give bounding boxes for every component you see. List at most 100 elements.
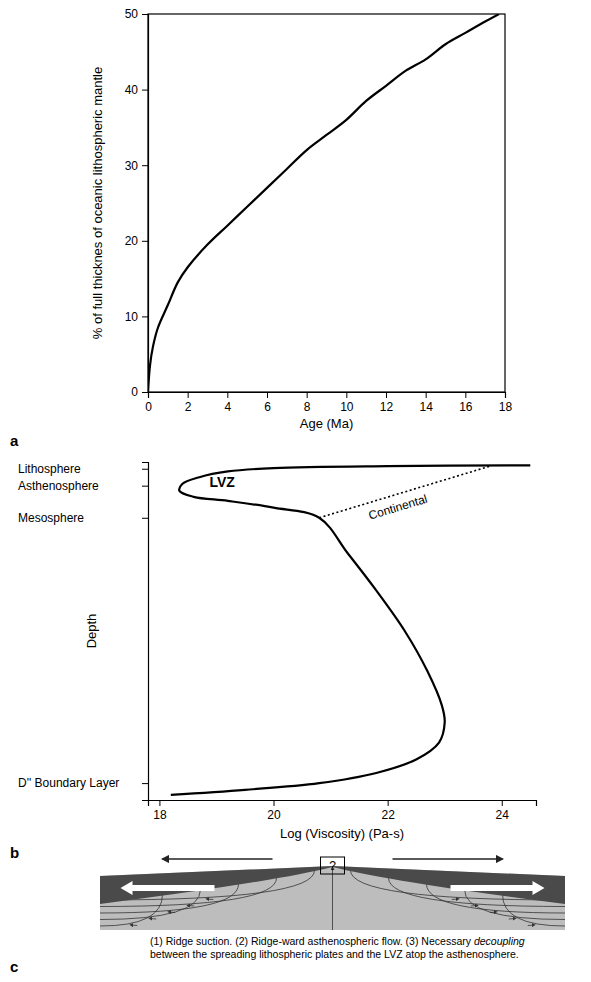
plot-area (171, 465, 530, 795)
tick-mark (505, 392, 506, 398)
x-axis-line (149, 801, 537, 807)
tick-mark (502, 800, 503, 806)
tick-label: 6 (264, 400, 271, 414)
tick-mark (346, 392, 347, 398)
flow-arrow (528, 925, 534, 927)
flow-arrow (150, 918, 156, 920)
tick-label: 0 (131, 385, 138, 399)
y-axis-tick: 50 (125, 7, 148, 21)
tick-mark (142, 165, 148, 166)
tick-label: 50 (125, 7, 139, 21)
asthenosphere (100, 866, 565, 930)
tick-label: Lithosphere (18, 462, 81, 476)
x-axis-tick: 16 (459, 392, 473, 414)
tick-mark (142, 316, 148, 317)
x-axis-tick: 24 (496, 800, 510, 822)
flow-arrow (207, 899, 213, 901)
tick-mark (227, 392, 228, 398)
tick-label: 10 (125, 310, 139, 324)
tick-label: 2 (185, 400, 192, 414)
x-axis-tick: 12 (380, 392, 394, 414)
panel-a: 0 2 4 6 8 10 12 14 16 18 0 10 20 30 40 50 Age (Ma) % of f… (10, 7, 512, 449)
caption-text: between the spreading lithospheric plate… (150, 948, 519, 960)
y-axis-tick: 30 (125, 159, 148, 173)
tick-label: 22 (381, 808, 395, 822)
x-axis-title: Age (Ma) (300, 416, 353, 431)
caption-emphasis: decoupling (474, 935, 525, 947)
tick-label: 10 (340, 400, 354, 414)
plate-motion-arrow (121, 881, 215, 895)
tick-mark (274, 800, 275, 806)
figure: 02468101214161801020304050Age (Ma)% of f… (0, 0, 591, 982)
tick-label: 14 (419, 400, 433, 414)
tick-label: Mesosphere (18, 511, 84, 525)
y-axis-tick: Mesosphere (18, 511, 148, 525)
panel-letter: c (10, 958, 18, 975)
annotation: LVZ (209, 474, 235, 490)
tick-label: 20 (125, 234, 139, 248)
tick-mark (267, 392, 268, 398)
panel-c: ?c (10, 857, 565, 975)
y-axis-tick: Lithosphere (18, 462, 148, 476)
tick-mark (465, 392, 466, 398)
spreading-arrow (393, 858, 503, 859)
tick-label: 8 (304, 400, 311, 414)
tick-label: 12 (380, 400, 394, 414)
y-axis-tick: 40 (125, 83, 148, 97)
x-axis-title: Log (Viscosity) (Pa-s) (280, 826, 404, 841)
tick-label: 16 (459, 400, 473, 414)
panel-b: 18202224LithosphereAsthenosphereMesosphe… (10, 462, 537, 861)
panel-letter: b (10, 844, 19, 861)
x-axis-tick: 0 (145, 392, 152, 414)
flow-line (332, 868, 333, 930)
y-axis-title: Depth (84, 614, 99, 649)
tick-mark (388, 800, 389, 806)
tick-mark (307, 392, 308, 398)
x-axis: 0 2 4 6 8 10 12 14 16 18 (145, 392, 512, 414)
x-axis-tick: 10 (340, 392, 354, 414)
y-axis-title: % of full thicknes of oceanic lithospher… (90, 67, 105, 339)
x-axis-tick: 2 (185, 392, 192, 414)
tick-label: 30 (125, 159, 139, 173)
panel-letter: a (10, 432, 19, 449)
tick-mark (142, 90, 148, 91)
annotation: Continental (367, 492, 429, 523)
plot-area (148, 14, 499, 392)
y-axis-line (142, 463, 149, 801)
y-axis-line (142, 15, 149, 393)
flow-arrow (131, 925, 137, 927)
tick-label: D'' Boundary Layer (18, 776, 119, 790)
tick-label: Asthenosphere (18, 479, 99, 493)
tick-mark (142, 783, 148, 784)
tick-mark (142, 469, 148, 470)
x-axis-tick: 22 (381, 800, 395, 822)
y-axis-tick: Asthenosphere (18, 479, 148, 493)
tick-mark (426, 392, 427, 398)
ridge-box (321, 857, 345, 874)
y-axis: Lithosphere Asthenosphere Mesosphere D'' Bo… (18, 462, 149, 800)
x-axis-tick: 14 (419, 392, 433, 414)
tick-label: 0 (145, 400, 152, 414)
plate-motion-arrow (451, 881, 545, 895)
y-axis-tick: 0 (131, 385, 148, 399)
tick-label: 4 (224, 400, 231, 414)
tick-label: 24 (496, 808, 510, 822)
caption-text: (1) Ridge suction. (2) Ridge-ward asthen… (150, 935, 474, 947)
tick-mark (142, 518, 148, 519)
x-axis-tick: 4 (224, 392, 231, 414)
spreading-arrow (163, 858, 273, 859)
tick-mark (142, 486, 148, 487)
ridge-mark: ? (329, 859, 336, 873)
x-axis-line (149, 393, 506, 399)
tick-mark (142, 241, 148, 242)
caption: (1) Ridge suction. (2) Ridge-ward asthen… (150, 935, 560, 960)
plot-frame (148, 14, 505, 392)
tick-mark (142, 392, 148, 393)
tick-mark (386, 392, 387, 398)
x-axis-tick: 6 (264, 392, 271, 414)
x-axis-tick: 18 (499, 392, 513, 414)
x-axis: 18202224 (149, 800, 537, 822)
tick-mark (142, 14, 148, 15)
y-axis-tick: D'' Boundary Layer (18, 776, 148, 790)
y-axis-tick: 10 (125, 310, 148, 324)
